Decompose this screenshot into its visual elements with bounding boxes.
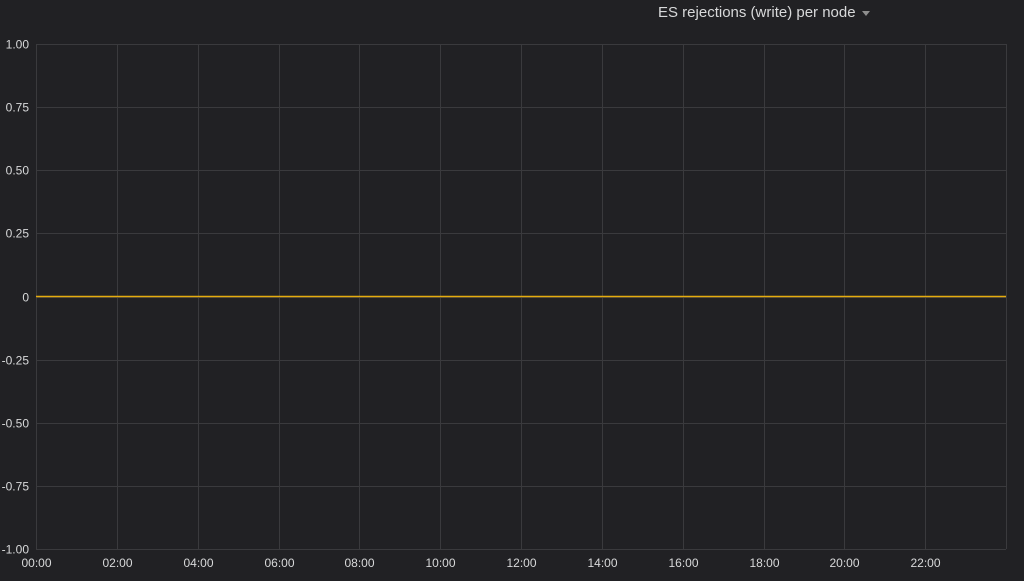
y-tick-label: 0.50 [6,164,30,178]
x-tick-label: 14:00 [587,556,617,570]
y-tick-label: -0.25 [2,354,30,368]
y-tick-label: -0.50 [2,417,30,431]
x-tick-label: 20:00 [829,556,859,570]
x-tick-label: 12:00 [506,556,536,570]
x-tick-label: 22:00 [910,556,940,570]
x-tick-label: 00:00 [21,556,51,570]
y-tick-label: 0.25 [6,227,30,241]
y-tick-label: -1.00 [2,543,30,557]
x-tick-label: 06:00 [264,556,294,570]
caret-down-icon[interactable] [861,11,870,16]
y-gridlines [36,44,1006,550]
x-tick-label: 18:00 [749,556,779,570]
x-axis-labels: 00:00 02:00 04:00 06:00 08:00 10:00 12:00 14:00… [21,556,940,570]
panel-header: ES rejections (write) per node [0,0,1024,28]
y-tick-label: 0 [22,291,29,305]
y-tick-label: 0.75 [6,101,30,115]
panel-title-menu[interactable]: ES rejections (write) per node [658,4,870,21]
x-tick-label: 02:00 [102,556,132,570]
panel-title[interactable]: ES rejections (write) per node [658,4,856,21]
x-tick-label: 16:00 [668,556,698,570]
x-tick-label: 10:00 [425,556,455,570]
x-tick-label: 04:00 [183,556,213,570]
x-tick-label: 08:00 [344,556,374,570]
y-axis-labels: 1.00 0.75 0.50 0.25 0 -0.25 -0.50 -0.75 -1.00 [2,38,30,557]
y-tick-label: 1.00 [6,38,30,52]
y-tick-label: -0.75 [2,480,30,494]
